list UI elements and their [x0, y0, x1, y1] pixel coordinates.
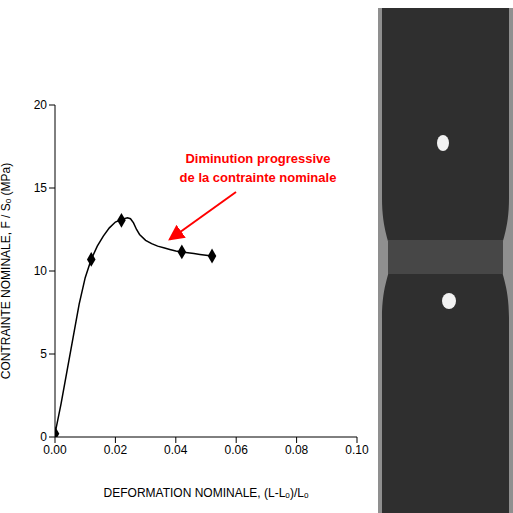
svg-text:10: 10 [34, 264, 48, 278]
svg-text:20: 20 [34, 98, 48, 112]
svg-text:0.08: 0.08 [285, 443, 309, 457]
svg-text:CONTRAINTE NOMINALE, F / Sₒ (M: CONTRAINTE NOMINALE, F / Sₒ (MPa) [0, 163, 13, 380]
svg-text:0.06: 0.06 [225, 443, 249, 457]
svg-text:0.10: 0.10 [345, 443, 369, 457]
svg-text:0.04: 0.04 [164, 443, 188, 457]
svg-text:15: 15 [34, 181, 48, 195]
svg-text:0: 0 [40, 430, 47, 444]
svg-text:5: 5 [40, 347, 47, 361]
svg-text:0.02: 0.02 [104, 443, 128, 457]
svg-text:Diminution progressive: Diminution progressive [185, 151, 330, 166]
svg-text:0.00: 0.00 [43, 443, 67, 457]
svg-text:DEFORMATION NOMINALE, (L-Lₒ)/L: DEFORMATION NOMINALE, (L-Lₒ)/Lₒ [104, 486, 309, 500]
svg-text:de la contrainte nominale: de la contrainte nominale [180, 170, 337, 185]
